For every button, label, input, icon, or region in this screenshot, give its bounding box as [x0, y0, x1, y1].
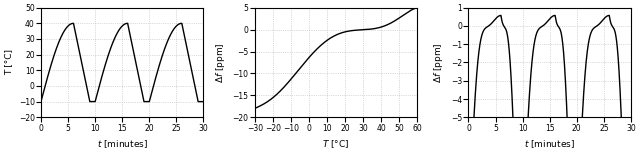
Y-axis label: $\Delta f$ [ppm]: $\Delta f$ [ppm] — [433, 42, 445, 83]
Y-axis label: $\Delta f$ [ppm]: $\Delta f$ [ppm] — [214, 42, 227, 83]
X-axis label: $T$ [°C]: $T$ [°C] — [323, 138, 349, 150]
X-axis label: $t$ [minutes]: $t$ [minutes] — [524, 138, 575, 150]
X-axis label: $t$ [minutes]: $t$ [minutes] — [97, 138, 148, 150]
Y-axis label: T [°C]: T [°C] — [4, 49, 13, 75]
